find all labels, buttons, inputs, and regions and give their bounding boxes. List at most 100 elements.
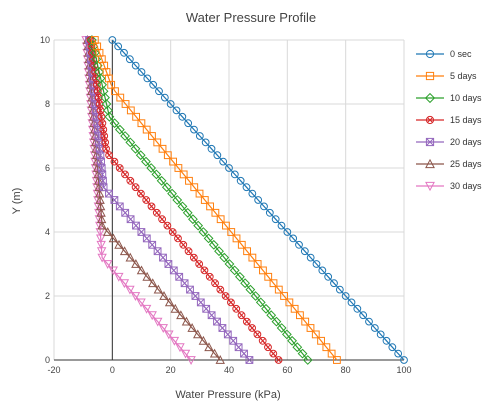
data-point (261, 303, 271, 314)
legend-item: 10 days (416, 92, 482, 104)
data-point (137, 189, 145, 198)
data-point (126, 176, 135, 185)
data-point (159, 291, 169, 300)
data-point (92, 163, 103, 172)
data-point (208, 239, 219, 250)
data-point (95, 195, 105, 204)
data-point (161, 182, 172, 193)
data-point (292, 342, 303, 353)
data-point (126, 106, 135, 115)
data-point (184, 247, 193, 256)
y-tick-label: 2 (45, 291, 50, 301)
data-point (388, 343, 397, 352)
x-tick-label: 20 (166, 365, 176, 375)
data-point (142, 125, 151, 134)
data-point (290, 304, 299, 313)
legend-item: 30 days (416, 181, 482, 192)
data-point (229, 336, 238, 345)
data-point (136, 265, 147, 275)
data-point (103, 105, 113, 116)
data-point (149, 80, 158, 89)
data-point (365, 317, 373, 326)
data-point (269, 349, 278, 358)
x-tick-label: 40 (224, 365, 234, 375)
data-point (101, 99, 112, 109)
data-point (172, 106, 181, 115)
data-point (227, 298, 235, 307)
data-point (400, 356, 408, 364)
data-point (181, 316, 192, 326)
data-point (153, 247, 162, 256)
data-point (130, 143, 141, 154)
data-point (187, 323, 197, 332)
data-point (242, 183, 251, 192)
data-point (302, 355, 313, 365)
data-point (95, 201, 106, 211)
data-point (283, 228, 292, 236)
data-point (90, 36, 99, 44)
data-point (260, 202, 268, 211)
data-point (190, 125, 198, 134)
data-point (248, 253, 257, 262)
x-tick-label: 100 (396, 365, 411, 375)
data-point (158, 324, 169, 333)
data-point (333, 356, 341, 364)
data-point (274, 285, 283, 294)
data-point (271, 316, 282, 327)
data-point (301, 317, 310, 326)
data-point (156, 175, 167, 186)
data-point (89, 47, 100, 58)
data-point (394, 349, 403, 358)
data-point (297, 348, 308, 359)
data-point (203, 233, 214, 244)
data-point (190, 183, 199, 192)
series-15-days (86, 36, 283, 364)
data-point (221, 292, 230, 300)
data-point (186, 285, 194, 294)
data-point (347, 298, 356, 307)
data-point (119, 279, 130, 289)
data-point (300, 247, 309, 256)
data-point (232, 234, 241, 243)
data-point (121, 208, 130, 217)
data-point (225, 164, 233, 172)
data-point (376, 330, 385, 339)
data-point (330, 279, 338, 288)
data-point (186, 356, 196, 365)
data-point (96, 214, 107, 224)
data-point (151, 169, 162, 180)
series-20-days (85, 36, 254, 364)
series-group (81, 35, 408, 365)
data-point (152, 317, 163, 327)
data-point (131, 183, 140, 192)
data-point (370, 324, 379, 332)
data-point (158, 215, 166, 224)
series-line (111, 39, 405, 361)
data-point (196, 298, 205, 307)
data-point (172, 195, 183, 205)
data-point (209, 348, 220, 358)
data-point (341, 292, 350, 300)
data-point (148, 132, 156, 140)
legend-marker (425, 71, 435, 81)
data-point (142, 196, 151, 204)
data-point (198, 335, 209, 345)
data-point (322, 343, 331, 352)
data-point (114, 42, 123, 51)
legend-item: 20 days (416, 137, 482, 147)
y-tick-label: 6 (45, 163, 50, 173)
x-tick-label: 0 (110, 365, 115, 375)
data-point (131, 61, 140, 70)
legend-marker (425, 115, 435, 125)
data-point (271, 215, 280, 224)
data-point (125, 252, 135, 262)
data-point (269, 279, 278, 288)
data-point (195, 189, 204, 198)
data-point (179, 170, 188, 179)
legend-label: 30 days (450, 181, 482, 191)
data-point (142, 234, 151, 243)
data-point (255, 297, 266, 308)
data-point (166, 100, 175, 108)
legend-item: 25 days (416, 158, 482, 169)
data-point (311, 330, 320, 339)
